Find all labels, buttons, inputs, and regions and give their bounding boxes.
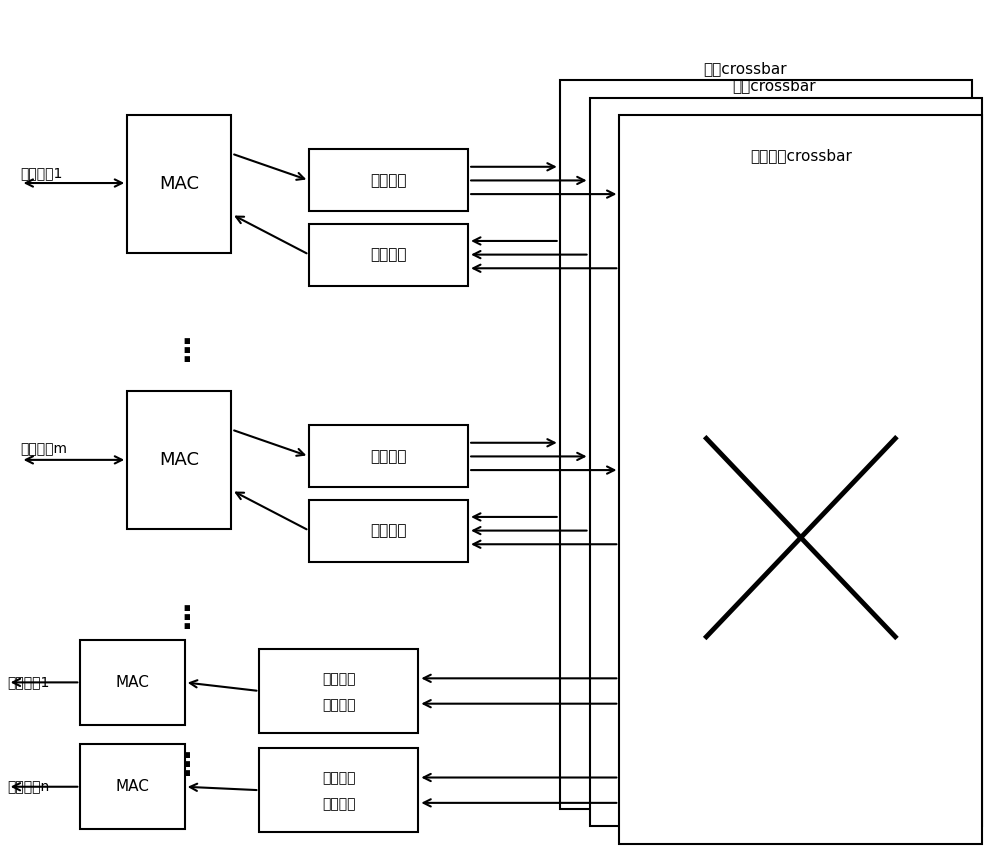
FancyBboxPatch shape [259,748,418,832]
Text: ⋮: ⋮ [172,752,202,780]
FancyBboxPatch shape [309,149,468,212]
Text: 输出单元: 输出单元 [322,797,356,811]
Text: 消息监控: 消息监控 [322,672,356,686]
Text: 单播crossbar: 单播crossbar [704,61,787,76]
FancyBboxPatch shape [309,425,468,488]
Text: 输出单元: 输出单元 [370,247,407,262]
FancyBboxPatch shape [80,745,185,829]
Text: MAC: MAC [159,174,199,193]
Text: ⋮: ⋮ [172,338,202,366]
Text: 通信端口m: 通信端口m [21,443,68,457]
FancyBboxPatch shape [590,97,982,826]
Text: 输出单元: 输出单元 [322,698,356,712]
Text: 监控端口1: 监控端口1 [8,675,50,689]
Text: ⋮: ⋮ [172,605,202,634]
FancyBboxPatch shape [309,224,468,286]
Text: MAC: MAC [116,675,149,690]
Text: MAC: MAC [116,779,149,794]
Text: MAC: MAC [159,450,199,469]
Text: 消息监控crossbar: 消息监控crossbar [750,148,852,162]
FancyBboxPatch shape [259,648,418,733]
Text: 输入单元: 输入单元 [370,173,407,188]
FancyBboxPatch shape [127,115,231,253]
FancyBboxPatch shape [560,81,972,809]
FancyBboxPatch shape [80,640,185,725]
FancyBboxPatch shape [619,115,982,844]
Text: 监控端口n: 监控端口n [8,779,50,793]
FancyBboxPatch shape [309,500,468,562]
Text: 输出单元: 输出单元 [370,523,407,538]
Text: 消息监控: 消息监控 [322,771,356,786]
Text: 多播crossbar: 多播crossbar [732,78,816,94]
FancyBboxPatch shape [127,391,231,529]
Text: 输入单元: 输入单元 [370,449,407,464]
Text: 通信端口1: 通信端口1 [21,167,63,181]
